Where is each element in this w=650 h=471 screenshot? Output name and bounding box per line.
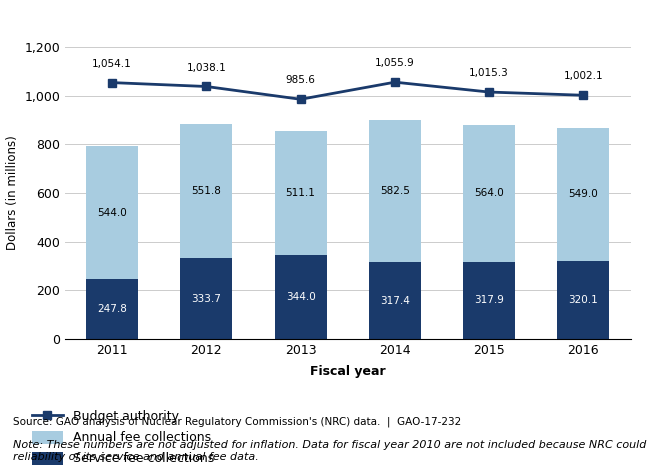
Text: Source: GAO analysis of Nuclear Regulatory Commission's (NRC) data.  |  GAO-17-2: Source: GAO analysis of Nuclear Regulato… bbox=[13, 417, 461, 427]
Bar bbox=[181, 258, 232, 339]
Text: 317.4: 317.4 bbox=[380, 295, 410, 306]
Text: 985.6: 985.6 bbox=[286, 75, 315, 85]
X-axis label: Fiscal year: Fiscal year bbox=[310, 365, 385, 378]
Text: 1,055.9: 1,055.9 bbox=[375, 58, 415, 68]
Bar bbox=[558, 261, 609, 339]
Text: Note: These numbers are not adjusted for inflation. Data for fiscal year 2010 ar: Note: These numbers are not adjusted for… bbox=[13, 440, 650, 462]
Text: 317.9: 317.9 bbox=[474, 295, 504, 305]
Bar bbox=[369, 262, 421, 339]
Bar bbox=[463, 124, 515, 262]
Bar bbox=[369, 120, 421, 262]
Text: 1,002.1: 1,002.1 bbox=[564, 72, 603, 81]
Bar bbox=[181, 123, 232, 258]
Text: 582.5: 582.5 bbox=[380, 186, 410, 196]
Text: 247.8: 247.8 bbox=[98, 304, 127, 314]
Text: 551.8: 551.8 bbox=[192, 186, 221, 196]
Bar bbox=[275, 255, 326, 339]
Text: 333.7: 333.7 bbox=[192, 293, 221, 303]
Text: 320.1: 320.1 bbox=[569, 295, 598, 305]
Text: 1,015.3: 1,015.3 bbox=[469, 68, 509, 78]
Bar bbox=[86, 279, 138, 339]
Text: 1,054.1: 1,054.1 bbox=[92, 59, 132, 69]
Text: 1,038.1: 1,038.1 bbox=[187, 63, 226, 73]
Text: 511.1: 511.1 bbox=[286, 188, 315, 198]
Bar bbox=[463, 262, 515, 339]
Legend: Budget authority, Annual fee collections, Service fee collections: Budget authority, Annual fee collections… bbox=[32, 410, 214, 465]
Bar bbox=[86, 146, 138, 279]
Text: 344.0: 344.0 bbox=[286, 292, 315, 302]
Text: 544.0: 544.0 bbox=[98, 208, 127, 218]
Bar bbox=[275, 131, 326, 255]
Y-axis label: Dollars (in millions): Dollars (in millions) bbox=[6, 136, 19, 251]
Bar bbox=[558, 128, 609, 261]
Text: 564.0: 564.0 bbox=[474, 188, 504, 198]
Text: 549.0: 549.0 bbox=[569, 189, 598, 199]
